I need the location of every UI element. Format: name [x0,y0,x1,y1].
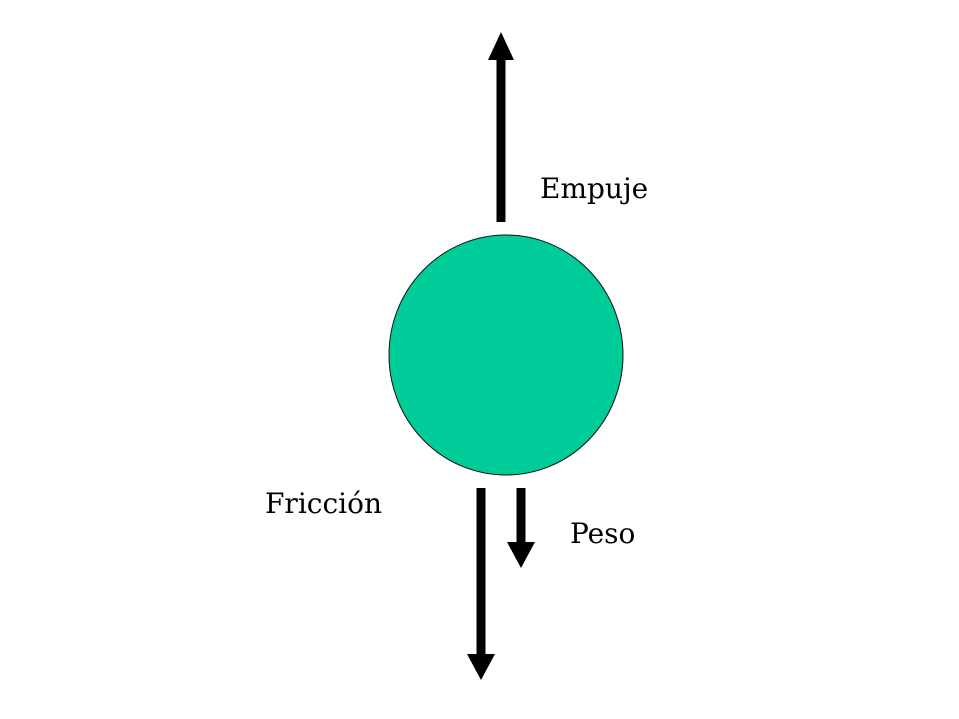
empuje-arrow [488,32,514,222]
friccion-label: Fricción [265,487,382,520]
empuje-label: Empuje [540,172,648,205]
body-circle [388,234,624,476]
peso-label: Peso [570,517,635,550]
friccion-arrow [467,488,495,680]
peso-arrow [507,488,535,568]
